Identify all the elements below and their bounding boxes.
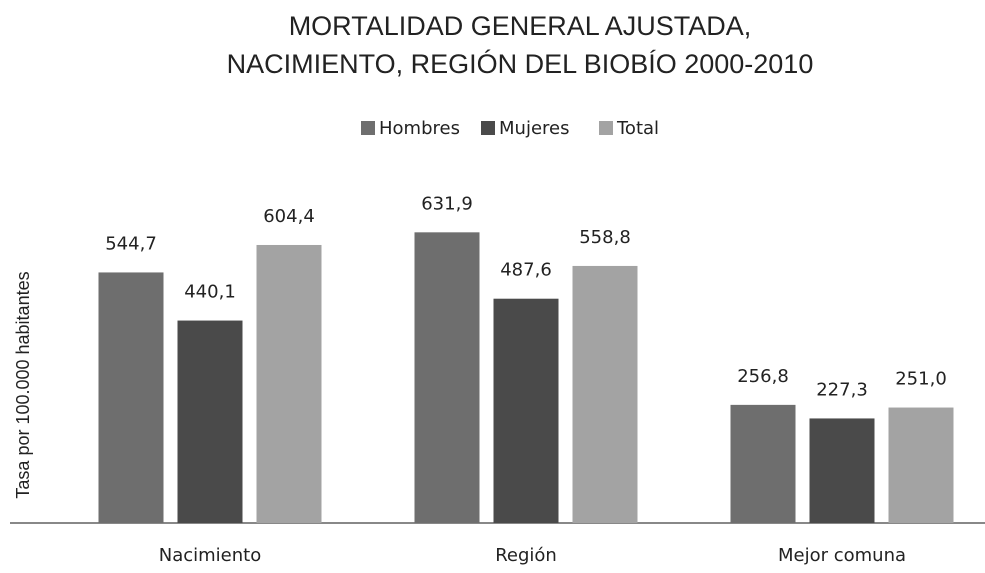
chart-title: MORTALIDAD GENERAL AJUSTADA,: [289, 11, 752, 41]
legend-swatch: [599, 121, 613, 135]
legend-label: Total: [616, 118, 659, 139]
bar: [888, 407, 954, 523]
data-label: 558,8: [579, 227, 631, 248]
data-label: 604,4: [263, 206, 315, 227]
data-label: 631,9: [421, 193, 473, 214]
data-label: 544,7: [105, 233, 157, 254]
bar: [493, 298, 559, 523]
x-tick-label: Nacimiento: [159, 545, 261, 566]
data-label: 440,1: [184, 282, 236, 303]
bar: [414, 232, 480, 524]
bar: [572, 265, 638, 523]
x-tick-label: Mejor comuna: [778, 545, 906, 566]
bar: [98, 272, 164, 523]
data-label: 256,8: [737, 366, 789, 387]
legend-label: Hombres: [379, 118, 460, 139]
data-label: 487,6: [500, 260, 552, 281]
data-label: 251,0: [895, 369, 947, 390]
legend-swatch: [361, 121, 375, 135]
x-tick-label: Región: [495, 545, 557, 566]
legend-label: Mujeres: [499, 118, 569, 139]
bar: [256, 244, 322, 523]
legend-swatch: [481, 121, 495, 135]
bar: [809, 418, 875, 523]
bar: [177, 320, 243, 523]
chart-title: NACIMIENTO, REGIÓN DEL BIOBÍO 2000-2010: [227, 48, 814, 79]
bar: [730, 404, 796, 523]
data-label: 227,3: [816, 379, 868, 400]
y-axis-label: Tasa por 100.000 habitantes: [13, 271, 33, 498]
